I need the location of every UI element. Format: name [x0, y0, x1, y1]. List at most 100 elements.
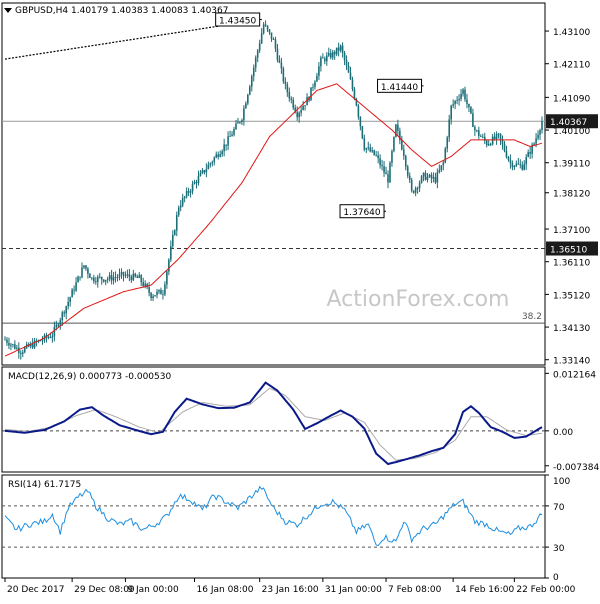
- candle-body: [262, 24, 265, 34]
- price-tick-label: 1.41090: [553, 94, 590, 104]
- candle-body: [211, 161, 214, 164]
- candle-body: [357, 105, 360, 117]
- candle-body: [219, 154, 221, 157]
- candle-body: [79, 276, 81, 278]
- candle-body: [294, 107, 297, 113]
- candle-body: [462, 89, 464, 94]
- candle-body: [217, 154, 220, 157]
- x-tick-label: 23 Jan 16:00: [262, 585, 319, 595]
- candle-body: [327, 52, 330, 56]
- x-tick-label: 29 Dec 08:00: [74, 585, 135, 595]
- candle-body: [300, 109, 302, 113]
- candle-body: [254, 57, 257, 68]
- candle-body: [416, 187, 419, 189]
- candle-body: [95, 281, 97, 283]
- candle-body: [110, 275, 113, 281]
- candle-body: [312, 86, 314, 88]
- candle-body: [173, 230, 176, 235]
- candle-body: [87, 268, 89, 274]
- candle-body: [41, 340, 44, 342]
- candle-body: [422, 172, 425, 177]
- candle-body: [452, 104, 454, 106]
- candle-body: [237, 122, 239, 124]
- candle-body: [381, 165, 383, 167]
- candle-body: [489, 143, 492, 145]
- candle-body: [10, 344, 12, 346]
- candle-body: [472, 113, 474, 127]
- candle-body: [73, 289, 75, 291]
- candle-body: [197, 176, 200, 183]
- candle-body: [509, 159, 512, 163]
- candle-body: [81, 267, 83, 278]
- candle-body: [258, 43, 261, 51]
- candle-body: [241, 120, 243, 122]
- candle-body: [426, 176, 429, 180]
- candle-body: [517, 163, 520, 165]
- chevron-down-icon[interactable]: [4, 8, 12, 13]
- candle-body: [233, 129, 235, 135]
- candle-body: [221, 151, 223, 155]
- current-price-tag: [546, 114, 598, 129]
- candle-body: [116, 277, 119, 278]
- candle-body: [274, 39, 277, 49]
- candle-body: [203, 170, 206, 173]
- candle-body: [57, 324, 60, 326]
- rsi-header: RSI(14) 61.7175: [8, 480, 81, 490]
- candle-body: [249, 86, 251, 95]
- candle-body: [276, 48, 279, 60]
- candle-body: [29, 343, 32, 347]
- candle-body: [128, 274, 131, 277]
- candle-body: [227, 136, 229, 146]
- price-tick-label: 1.40100: [553, 127, 590, 137]
- candle-body: [442, 162, 445, 166]
- candle-body: [464, 89, 466, 100]
- candle-body: [341, 45, 344, 53]
- candle-body: [23, 347, 26, 353]
- candle-body: [493, 136, 496, 140]
- candle-body: [298, 112, 300, 118]
- candle-body: [284, 81, 287, 85]
- candle-body: [491, 136, 494, 145]
- candle-body: [260, 33, 263, 44]
- candle-body: [272, 39, 275, 41]
- candle-body: [201, 170, 204, 173]
- candle-body: [150, 292, 152, 299]
- candle-body: [126, 274, 129, 276]
- candle-body: [468, 103, 470, 108]
- x-tick-label: 22 Feb 00:00: [516, 585, 575, 595]
- candle-body: [69, 297, 71, 302]
- candle-body: [106, 278, 109, 280]
- candle-body: [166, 271, 168, 285]
- candle-body: [100, 276, 103, 280]
- candle-body: [444, 148, 447, 163]
- candle-body: [245, 103, 247, 109]
- chart-header: GBPUSD,H4 1.40179 1.40383 1.40083 1.4036…: [15, 6, 228, 16]
- candle-body: [495, 134, 498, 140]
- candle-body: [306, 97, 308, 106]
- candle-body: [21, 352, 24, 354]
- candle-body: [213, 157, 216, 162]
- candle-body: [436, 172, 439, 183]
- candle-body: [205, 169, 208, 173]
- rsi-tick-label: 0: [553, 573, 559, 583]
- candle-body: [53, 327, 56, 337]
- candle-body: [136, 276, 139, 278]
- annotation-box: [377, 78, 423, 93]
- rsi-line: [4, 485, 543, 547]
- candle-body: [387, 174, 389, 183]
- fib-level-label: 38.2: [522, 312, 542, 322]
- candle-body: [187, 191, 190, 193]
- candle-body: [466, 99, 468, 104]
- candle-body: [31, 343, 34, 348]
- candle-body: [250, 76, 253, 87]
- macd-signal-line: [4, 387, 543, 461]
- candle-body: [302, 106, 304, 110]
- candle-body: [339, 45, 342, 51]
- candle-body: [195, 182, 198, 183]
- candle-body: [308, 97, 310, 101]
- annotation-label: 1.43450: [219, 16, 256, 26]
- candle-body: [175, 215, 178, 231]
- price-tick-label: 1.36110: [553, 259, 590, 269]
- candle-body: [114, 277, 117, 278]
